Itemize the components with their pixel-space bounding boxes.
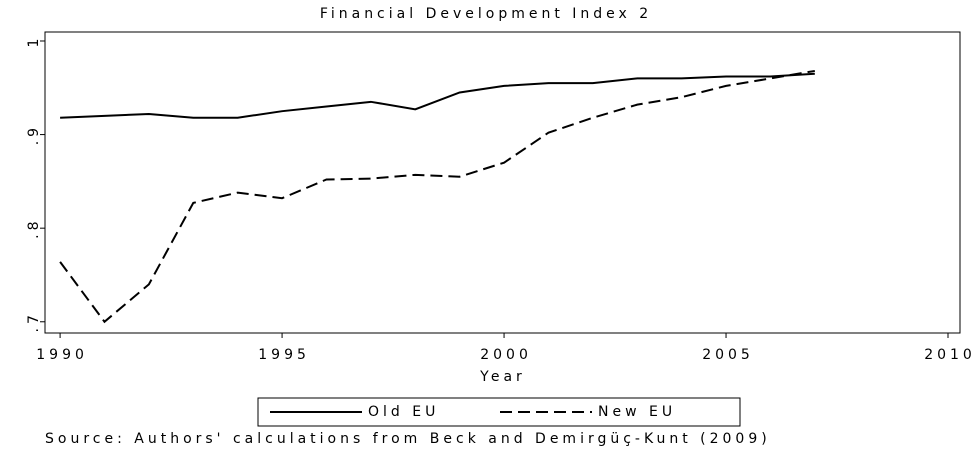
series-line (60, 72, 815, 119)
source-note: Source: Authors' calculations from Beck … (45, 431, 771, 447)
legend-label: New EU (598, 404, 676, 420)
y-tick-label: 1 (26, 35, 42, 48)
x-axis-label: Year (479, 369, 526, 385)
series-line (59, 69, 815, 324)
legend-label: Old EU (368, 404, 439, 420)
y-tick-label: .8 (26, 217, 42, 238)
chart-title: Financial Development Index 2 (320, 6, 652, 22)
plot-frame (44, 31, 961, 334)
legend-box (257, 397, 741, 427)
y-tick-label: .9 (26, 124, 42, 145)
y-tick-label: .7 (26, 311, 42, 332)
x-tick-label: 2000 (480, 347, 532, 363)
x-tick-label: 2010 (924, 347, 973, 363)
x-tick-label: 2005 (702, 347, 754, 363)
x-tick-label: 1990 (36, 347, 88, 363)
x-tick-label: 1995 (258, 347, 310, 363)
